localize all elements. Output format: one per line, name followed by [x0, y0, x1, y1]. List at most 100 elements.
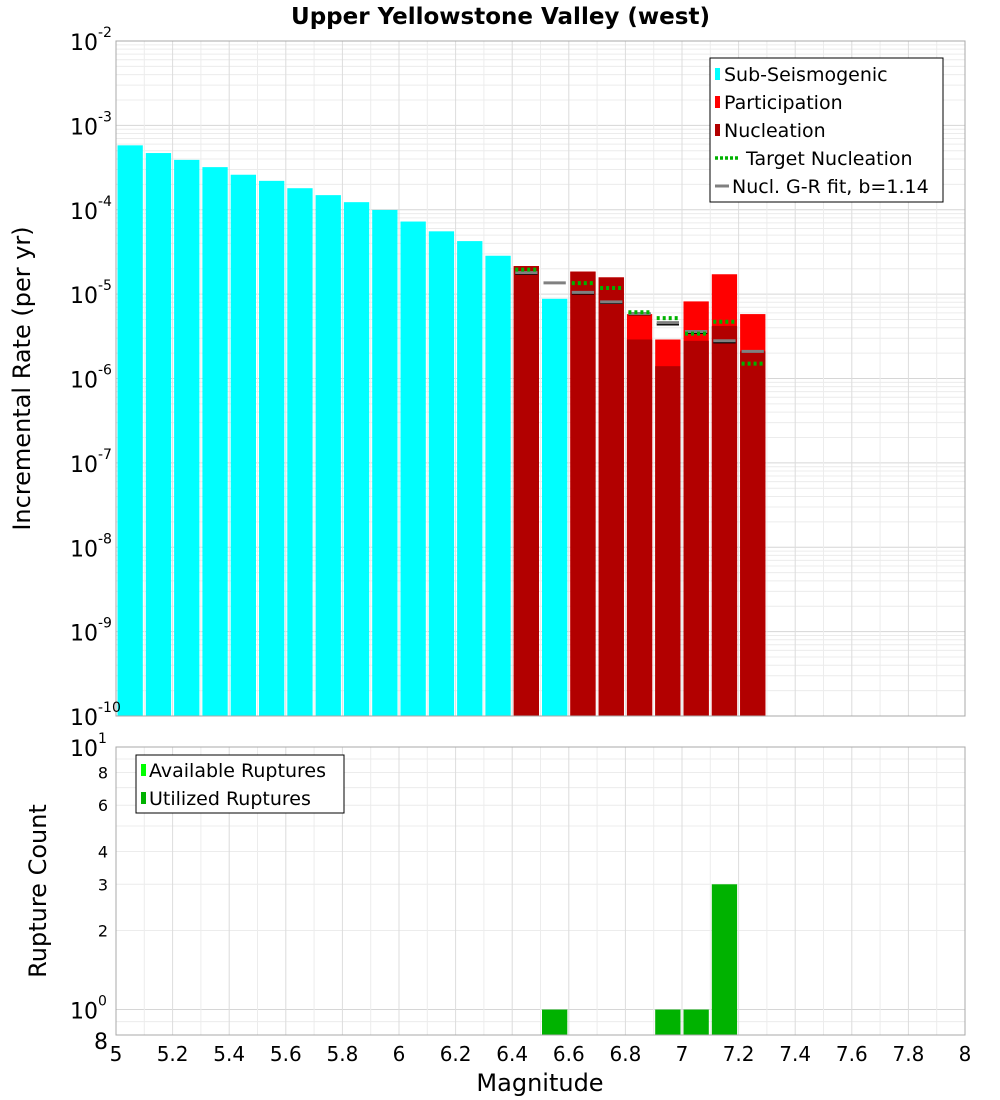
nucleation-bar — [655, 366, 681, 716]
nucleation-bar — [598, 277, 624, 716]
top-y-tick--5-exponent: -5 — [98, 278, 112, 294]
sub-seismogenic-bar — [343, 202, 370, 717]
x-tick-label: 5.8 — [326, 1042, 358, 1066]
x-tick-label: 6.2 — [440, 1042, 472, 1066]
x-tick-label: 5 — [110, 1042, 123, 1066]
top-y-tick--3-exponent: -3 — [98, 109, 112, 125]
top-y-axis-label: Incremental Rate (per yr) — [8, 226, 36, 530]
x-tick-label: 6 — [393, 1042, 406, 1066]
utilized-ruptures-bar — [683, 1009, 709, 1035]
x-tick-label: 6.8 — [609, 1042, 641, 1066]
sub-seismogenic-bar — [202, 167, 228, 716]
legend-item-utilized-ruptures-swatch — [141, 792, 146, 804]
top-y-tick--8: 10 -8 — [70, 531, 112, 562]
legend-item-target-nucleation: Target Nucleation — [715, 148, 913, 170]
bottom-plot-frame — [115, 746, 966, 1036]
nucleation-bar — [683, 340, 709, 716]
x-tick-label: 8 — [959, 1042, 972, 1066]
bottom-y-minor-tick: 2 — [98, 922, 108, 941]
legend-item-utilized-ruptures: Utilized Ruptures — [141, 788, 311, 810]
utilized-ruptures-bar — [542, 1009, 568, 1035]
top-y-tick--8-base: 10 — [70, 537, 98, 562]
top-y-tick--6-base: 10 — [70, 369, 98, 394]
top-y-tick--7: 10 -7 — [70, 447, 112, 478]
bottom-y-minor-tick: 3 — [98, 875, 108, 894]
sub-seismogenic-bar — [230, 174, 256, 716]
top-y-tick--2-exponent: -2 — [98, 25, 112, 41]
top-y-tick--4-exponent: -4 — [98, 194, 112, 210]
legend-item-participation: Participation — [715, 92, 843, 114]
top-y-tick--9-base: 10 — [70, 622, 98, 647]
sub-seismogenic-bar — [457, 241, 483, 717]
legend-item-sub-seismogenic: Sub-Seismogenic — [715, 64, 888, 86]
legend-item-target-nucleation-label: Target Nucleation — [745, 148, 913, 170]
legend-item-utilized-ruptures-label: Utilized Ruptures — [149, 788, 311, 810]
legend-item-sub-seismogenic-swatch — [715, 68, 720, 80]
top-y-tick--7-exponent: -7 — [98, 447, 112, 463]
sub-seismogenic-bar — [117, 145, 143, 717]
utilized-ruptures-bar — [655, 1009, 681, 1035]
top-y-tick--8-exponent: -8 — [98, 531, 112, 547]
legend-item-participation-label: Participation — [724, 92, 843, 114]
sub-seismogenic-bars — [117, 145, 568, 717]
bottom-y-minor-tick: 8 — [94, 1030, 108, 1055]
top-y-tick--4-base: 10 — [70, 200, 98, 225]
bottom-y-minor-tick: 4 — [98, 842, 108, 861]
nucleation-bar — [711, 325, 738, 716]
x-tick-label: 7.4 — [779, 1042, 811, 1066]
sub-seismogenic-bar — [145, 153, 172, 716]
top-y-tick--5-base: 10 — [70, 284, 98, 309]
top-y-tick--10: 10 -10 — [70, 700, 121, 731]
legend-item-nucl-g-r-fit-b-1-14: Nucl. G-R fit, b=1.14 — [715, 176, 929, 198]
top-y-tick--7-base: 10 — [70, 453, 98, 478]
x-tick-label: 6.4 — [496, 1042, 528, 1066]
top-y-tick--9: 10 -9 — [70, 616, 112, 647]
top-y-tick--3-base: 10 — [70, 115, 98, 140]
legend-item-sub-seismogenic-label: Sub-Seismogenic — [724, 64, 888, 86]
x-tick-label: 7.2 — [723, 1042, 755, 1066]
sub-seismogenic-bar — [259, 180, 285, 716]
bottom-y-minor-tick: 8 — [98, 763, 108, 782]
nucleation-bar — [740, 351, 766, 716]
top-y-tick--10-exponent: -10 — [98, 700, 121, 716]
x-tick-label: 7.8 — [892, 1042, 924, 1066]
sub-seismogenic-bar — [485, 255, 511, 716]
top-y-tick--6-exponent: -6 — [98, 363, 112, 379]
bottom-y-tick-1-base: 10 — [70, 737, 98, 762]
nucleation-bar — [626, 339, 653, 716]
legend-item-available-ruptures-swatch — [141, 764, 146, 776]
top-y-tick--5: 10 -5 — [70, 278, 112, 309]
x-tick-label: 7.6 — [836, 1042, 868, 1066]
sub-seismogenic-bar — [174, 159, 200, 717]
legend-item-participation-swatch — [715, 96, 720, 108]
top-y-tick--4: 10 -4 — [70, 194, 112, 225]
chart-title: Upper Yellowstone Valley (west) — [291, 4, 710, 30]
top-legend-box — [709, 57, 944, 203]
legend-item-nucleation-label: Nucleation — [724, 120, 826, 142]
legend-item-nucleation: Nucleation — [715, 120, 826, 142]
top-plot-frame — [115, 40, 966, 717]
bottom-y-tick-0: 10 0 — [70, 994, 107, 1025]
bottom-y-tick-1-exponent: 1 — [98, 731, 107, 747]
top-y-tick--3: 10 -3 — [70, 109, 112, 140]
nucleation-bar — [570, 271, 596, 716]
sub-seismogenic-bar — [428, 231, 455, 716]
sub-seismogenic-bar — [542, 298, 568, 716]
sub-seismogenic-bar — [287, 188, 313, 717]
x-tick-label: 5.6 — [270, 1042, 302, 1066]
top-y-tick--10-base: 10 — [70, 706, 98, 731]
utilized-ruptures-bar — [711, 884, 738, 1035]
bottom-y-tick-0-base: 10 — [70, 1000, 98, 1025]
bottom-y-minor-tick: 6 — [98, 796, 108, 815]
legend-item-available-ruptures-label: Available Ruptures — [149, 760, 326, 782]
top-y-tick--2-base: 10 — [70, 31, 98, 56]
sub-seismogenic-bar — [315, 195, 341, 717]
x-axis-label: Magnitude — [476, 1069, 603, 1097]
utilized-ruptures-bars — [542, 884, 738, 1035]
x-tick-label: 5.4 — [213, 1042, 245, 1066]
sub-seismogenic-bar — [400, 221, 426, 716]
sub-seismogenic-bar — [372, 209, 398, 717]
x-tick-label: 6.6 — [553, 1042, 585, 1066]
bottom-y-tick-1: 10 1 — [70, 731, 107, 762]
